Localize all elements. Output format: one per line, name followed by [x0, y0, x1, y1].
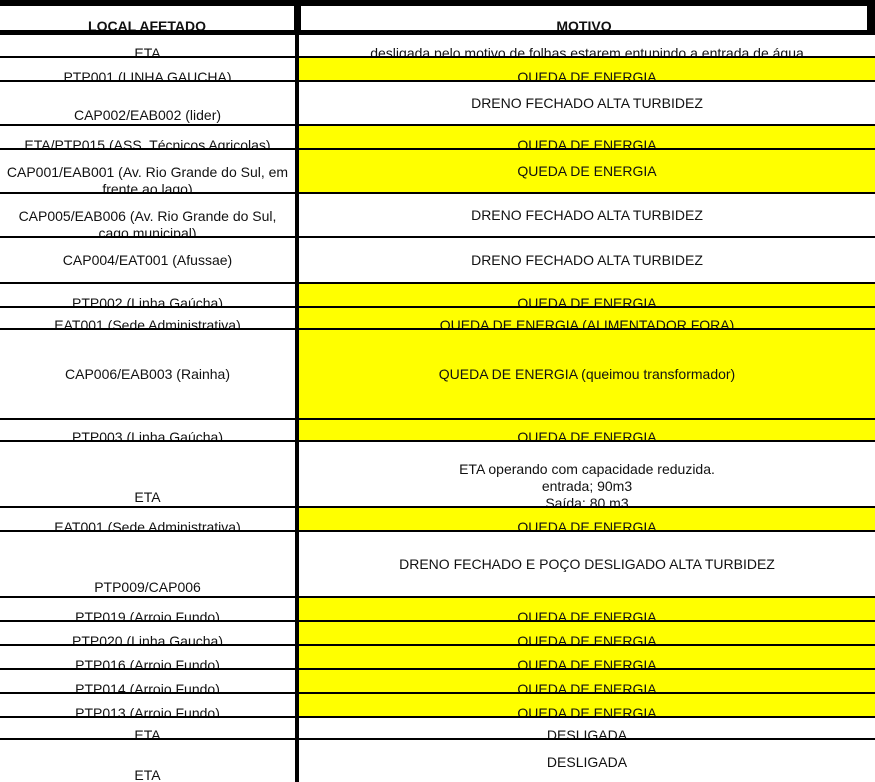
cell-local[interactable]: CAP005/EAB006 (Av. Rio Grande do Sul, ca… — [0, 194, 295, 236]
cell-local[interactable]: PTP019 (Arroio Fundo) — [0, 598, 295, 620]
cell-local[interactable]: PTP009/CAP006 — [0, 532, 295, 596]
local-text: EAT001 (Sede Administrativa) — [54, 519, 241, 530]
motivo-text: DRENO FECHADO ALTA TURBIDEZ — [471, 94, 703, 111]
cell-motivo[interactable]: QUEDA DE ENERGIA — [299, 420, 875, 440]
local-text: PTP016 (Arroio Fundo) — [75, 657, 220, 668]
cell-motivo[interactable]: DESLIGADA — [299, 718, 875, 738]
cell-motivo[interactable]: QUEDA DE ENERGIA — [299, 694, 875, 716]
cell-local[interactable]: CAP004/EAT001 (Afussae) — [0, 238, 295, 282]
local-text: PTP002 (Linha Gaúcha) — [72, 295, 223, 306]
cell-local[interactable]: ETA — [0, 35, 295, 56]
local-text: PTP013 (Arroio Fundo) — [75, 705, 220, 716]
motivo-text: QUEDA DE ENERGIA (queimou transformador) — [438, 365, 736, 382]
header-motivo: MOTIVO — [301, 6, 867, 30]
cell-local[interactable]: PTP002 (Linha Gaúcha) — [0, 284, 295, 306]
cell-motivo[interactable]: QUEDA DE ENERGIA — [299, 646, 875, 668]
motivo-text: QUEDA DE ENERGIA — [517, 609, 657, 620]
cell-motivo[interactable]: DRENO FECHADO ALTA TURBIDEZ — [299, 238, 875, 282]
cell-motivo[interactable]: QUEDA DE ENERGIA — [299, 598, 875, 620]
cell-local[interactable]: ETA — [0, 442, 295, 506]
local-text: ETA — [134, 767, 161, 782]
motivo-text: QUEDA DE ENERGIA — [517, 69, 657, 80]
motivo-text: ETA operando com capacidade reduzida. en… — [459, 461, 715, 506]
motivo-text: QUEDA DE ENERGIA — [517, 633, 657, 644]
cell-motivo[interactable]: QUEDA DE ENERGIA (ALIMENTADOR FORA) — [299, 308, 875, 328]
motivo-text: QUEDA DE ENERGIA — [517, 429, 657, 440]
local-text: ETA/PTP015 (ASS. Técnicos Agricolas) — [24, 137, 271, 148]
cell-motivo[interactable]: QUEDA DE ENERGIA — [299, 670, 875, 692]
motivo-text: QUEDA DE ENERGIA (ALIMENTADOR FORA) — [439, 317, 735, 328]
motivo-text: QUEDA DE ENERGIA — [517, 657, 657, 668]
motivo-text: DRENO FECHADO ALTA TURBIDEZ — [471, 251, 703, 268]
local-text: CAP005/EAB006 (Av. Rio Grande do Sul, ca… — [18, 208, 277, 236]
cell-motivo[interactable]: QUEDA DE ENERGIA (queimou transformador) — [299, 330, 875, 418]
local-text: PTP014 (Arroio Fundo) — [75, 681, 220, 692]
cell-local[interactable]: PTP016 (Arroio Fundo) — [0, 646, 295, 668]
header-local: LOCAL AFETADO — [0, 6, 294, 30]
motivo-text: QUEDA DE ENERGIA — [517, 162, 657, 179]
cell-motivo[interactable]: QUEDA DE ENERGIA — [299, 58, 875, 80]
motivo-text: DESLIGADA — [546, 753, 628, 770]
cell-local[interactable]: CAP006/EAB003 (Rainha) — [0, 330, 295, 418]
motivo-text: DRENO FECHADO E POÇO DESLIGADO ALTA TURB… — [399, 555, 775, 572]
cell-local[interactable]: CAP002/EAB002 (lider) — [0, 82, 295, 124]
cell-motivo[interactable]: DRENO FECHADO E POÇO DESLIGADO ALTA TURB… — [299, 532, 875, 596]
motivo-text: QUEDA DE ENERGIA — [517, 137, 657, 148]
motivo-text: desligada pelo motivo de folhas estarem … — [370, 45, 804, 56]
cell-motivo[interactable]: QUEDA DE ENERGIA — [299, 284, 875, 306]
local-text: ETA — [134, 727, 161, 738]
cell-motivo[interactable]: DRENO FECHADO ALTA TURBIDEZ — [299, 82, 875, 124]
local-text: PTP009/CAP006 — [94, 579, 201, 595]
cell-local[interactable]: EAT001 (Sede Administrativa) — [0, 508, 295, 530]
local-text: PTP019 (Arroio Fundo) — [75, 609, 220, 620]
local-text: PTP001 (LINHA GAUCHA) — [63, 69, 232, 80]
motivo-text: DESLIGADA — [546, 727, 628, 738]
local-text: EAT001 (Sede Administrativa) — [54, 317, 241, 328]
cell-local[interactable]: PTP003 (Linha Gaúcha) — [0, 420, 295, 440]
cell-motivo[interactable]: QUEDA DE ENERGIA — [299, 126, 875, 148]
local-text: CAP004/EAT001 (Afussae) — [62, 251, 233, 268]
header-local-label: LOCAL AFETADO — [88, 18, 206, 30]
motivo-text: QUEDA DE ENERGIA — [517, 681, 657, 692]
cell-motivo[interactable]: DRENO FECHADO ALTA TURBIDEZ — [299, 194, 875, 236]
local-text: PTP003 (Linha Gaúcha) — [72, 429, 223, 440]
cell-local[interactable]: PTP014 (Arroio Fundo) — [0, 670, 295, 692]
local-text: ETA — [134, 489, 161, 505]
cell-motivo[interactable]: QUEDA DE ENERGIA — [299, 508, 875, 530]
cell-motivo[interactable]: QUEDA DE ENERGIA — [299, 150, 875, 192]
cell-local[interactable]: PTP001 (LINHA GAUCHA) — [0, 58, 295, 80]
motivo-text: QUEDA DE ENERGIA — [517, 519, 657, 530]
local-text: CAP006/EAB003 (Rainha) — [65, 365, 230, 382]
cell-local[interactable]: ETA — [0, 718, 295, 738]
local-text: CAP001/EAB001 (Av. Rio Grande do Sul, em… — [6, 164, 289, 192]
local-text: CAP002/EAB002 (lider) — [73, 107, 222, 123]
header-motivo-label: MOTIVO — [556, 18, 612, 30]
cell-local[interactable]: PTP020 (Linha Gaucha) — [0, 622, 295, 644]
cell-local[interactable]: ETA — [0, 740, 295, 782]
local-text: ETA — [134, 45, 161, 56]
cell-local[interactable]: ETA/PTP015 (ASS. Técnicos Agricolas) — [0, 126, 295, 148]
motivo-text: DRENO FECHADO ALTA TURBIDEZ — [471, 206, 703, 223]
cell-local[interactable]: PTP013 (Arroio Fundo) — [0, 694, 295, 716]
motivo-text: QUEDA DE ENERGIA — [517, 295, 657, 306]
local-text: PTP020 (Linha Gaucha) — [72, 633, 223, 644]
cell-motivo[interactable]: DESLIGADA — [299, 740, 875, 782]
cell-local[interactable]: EAT001 (Sede Administrativa) — [0, 308, 295, 328]
cell-motivo[interactable]: QUEDA DE ENERGIA — [299, 622, 875, 644]
motivo-text: QUEDA DE ENERGIA — [517, 705, 657, 716]
cell-motivo[interactable]: desligada pelo motivo de folhas estarem … — [299, 35, 875, 56]
cell-local[interactable]: CAP001/EAB001 (Av. Rio Grande do Sul, em… — [0, 150, 295, 192]
cell-motivo[interactable]: ETA operando com capacidade reduzida. en… — [299, 442, 875, 506]
